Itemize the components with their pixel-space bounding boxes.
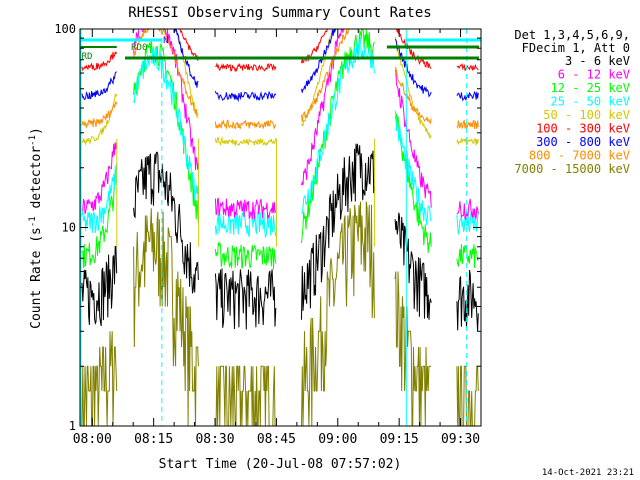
- x-tick-label: 08:45: [257, 432, 296, 447]
- y-tick-label: 1: [69, 419, 76, 433]
- series-line-3-6-kev: [81, 143, 479, 331]
- x-tick-label: 08:15: [134, 432, 173, 447]
- legend-entry-300-800-kev: 300 - 800 keV: [536, 135, 630, 149]
- y-ticks: 1 10 100: [54, 22, 481, 433]
- x-tick-label: 08:30: [195, 432, 234, 447]
- legend-entry-6-12-kev: 6 - 12 keV: [558, 68, 630, 82]
- chart-title: RHESSI Observing Summary Count Rates: [128, 5, 431, 21]
- legend-entry-7000-15000-kev: 7000 - 15000 keV: [514, 162, 630, 176]
- y-axis-label: Count Rate (s-1 detector-1): [28, 127, 44, 329]
- legend-entry-3-6-kev: 3 - 6 keV: [565, 54, 630, 68]
- x-tick-label: 09:15: [380, 432, 419, 447]
- x-tick-label: 09:30: [441, 432, 480, 447]
- legend-entry-50-100-kev: 50 - 100 keV: [543, 108, 630, 122]
- x-tick-label: 08:00: [73, 432, 112, 447]
- rd-flag-label: RD: [82, 52, 93, 62]
- series-line-25-50-kev: [81, 37, 479, 239]
- x-axis-label: Start Time (20-Jul-08 07:57:02): [159, 457, 402, 472]
- flag-bars: RD0 RD N: [80, 29, 481, 426]
- series-line-7000-15000-kev: [81, 201, 479, 427]
- legend-entry-100-300-kev: 100 - 300 keV: [536, 122, 630, 136]
- legend-header-line-1: Det 1,3,4,5,6,9,: [514, 28, 630, 42]
- series-curves: [81, 27, 479, 427]
- rd0-flag-label: RD0: [131, 43, 147, 53]
- x-tick-label: 09:00: [318, 432, 357, 447]
- y-tick-label: 100: [54, 22, 76, 36]
- night-flag-label: N: [163, 36, 168, 46]
- x-ticks: 08:00 08:15 08:30 08:45 09:00 09:15 09:30: [73, 29, 482, 447]
- y-tick-label: 10: [62, 221, 76, 235]
- legend-header-line-2: FDecim 1, Att 0: [522, 41, 630, 55]
- series-line-800-7000-kev: [81, 27, 479, 131]
- legend-entry-800-7000-kev: 800 - 7000 keV: [529, 149, 630, 163]
- series-line-12-25-kev: [81, 28, 479, 270]
- legend-entry-12-25-kev: 12 - 25 keV: [551, 81, 630, 95]
- legend-entry-25-50-kev: 25 - 50 keV: [551, 95, 630, 109]
- footer-date: 14-Oct-2021 23:21: [542, 468, 634, 478]
